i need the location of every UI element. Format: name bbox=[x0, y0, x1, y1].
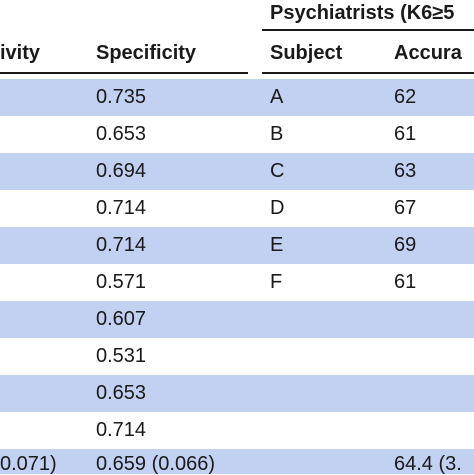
psychiatrists-group-header: Psychiatrists (K6≥5 bbox=[270, 2, 455, 24]
specificity-cell: 0.714 bbox=[96, 197, 147, 219]
accuracy-cell: 61 bbox=[394, 271, 417, 293]
specificity-column-header: Specificity bbox=[96, 42, 197, 64]
accuracy-column-header: Accura bbox=[394, 42, 462, 64]
accuracy-cell: 69 bbox=[394, 234, 417, 256]
specificity-cell: 0.694 bbox=[96, 160, 147, 182]
specificity-cell: 0.735 bbox=[96, 86, 147, 108]
row-band bbox=[0, 79, 474, 116]
subject-cell: E bbox=[270, 234, 284, 256]
accuracy-cell: 62 bbox=[394, 86, 417, 108]
right-header-rule bbox=[262, 72, 474, 74]
subject-cell: A bbox=[270, 86, 284, 108]
summary-accuracy-cell: 64.4 (3. bbox=[394, 453, 462, 475]
subject-cell: D bbox=[270, 197, 285, 219]
sensitivity-column-header: ivity bbox=[0, 42, 41, 64]
specificity-cell: 0.531 bbox=[96, 345, 147, 367]
subject-column-header: Subject bbox=[270, 42, 343, 64]
specificity-cell: 0.714 bbox=[96, 234, 147, 256]
subject-cell: F bbox=[270, 271, 283, 293]
row-band bbox=[0, 153, 474, 190]
specificity-cell: 0.571 bbox=[96, 271, 147, 293]
row-band bbox=[0, 227, 474, 264]
subject-cell: B bbox=[270, 123, 284, 145]
left-header-rule bbox=[0, 72, 248, 74]
summary-sensitivity-cell: 0.071) bbox=[0, 453, 57, 475]
row-band bbox=[0, 301, 474, 338]
specificity-cell: 0.653 bbox=[96, 382, 147, 404]
subject-cell: C bbox=[270, 160, 285, 182]
accuracy-cell: 61 bbox=[394, 123, 417, 145]
row-band bbox=[0, 375, 474, 412]
specificity-cell: 0.607 bbox=[96, 308, 147, 330]
accuracy-cell: 63 bbox=[394, 160, 417, 182]
summary-specificity-cell: 0.659 (0.066) bbox=[96, 453, 215, 475]
specificity-cell: 0.653 bbox=[96, 123, 147, 145]
group-header-rule bbox=[262, 29, 474, 31]
specificity-cell: 0.714 bbox=[96, 419, 147, 441]
summary-band bbox=[0, 449, 474, 474]
accuracy-cell: 67 bbox=[394, 197, 417, 219]
